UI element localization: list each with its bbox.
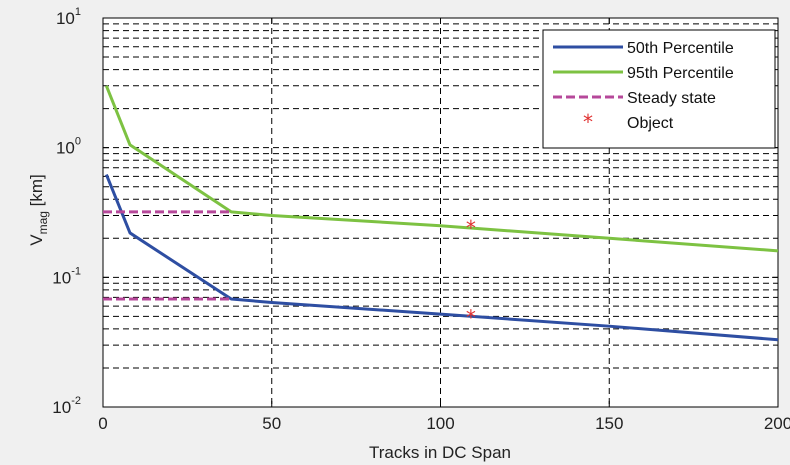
legend-label: 50th Percentile bbox=[627, 40, 734, 57]
axis-ticks: 0 50 100 150 200 10-2 10-1 100 101 bbox=[52, 6, 790, 433]
legend: 50th Percentile 95th Percentile Steady sta… bbox=[542, 29, 776, 149]
y-tick-label: 101 bbox=[56, 6, 81, 28]
y-tick-label: 100 bbox=[56, 136, 81, 158]
legend-swatch: * bbox=[583, 110, 593, 134]
x-tick-label: 200 bbox=[764, 414, 790, 433]
y-axis-label-unit: [km] bbox=[27, 174, 46, 211]
x-tick-label: 50 bbox=[262, 414, 281, 433]
y-axis-label-main: V bbox=[27, 234, 46, 246]
y-axis-label: Vmag [km] bbox=[27, 174, 50, 246]
y-tick-label: 10-2 bbox=[52, 395, 81, 417]
object-marker: * bbox=[466, 306, 476, 330]
legend-label: 95th Percentile bbox=[627, 65, 734, 82]
legend-label: Object bbox=[627, 115, 674, 132]
series-line bbox=[104, 85, 779, 253]
object-marker: * bbox=[466, 216, 476, 240]
x-tick-label: 150 bbox=[595, 414, 623, 433]
y-axis-label-sub: mag bbox=[36, 211, 50, 234]
series-line bbox=[104, 174, 779, 342]
x-axis-label: Tracks in DC Span bbox=[369, 443, 511, 462]
x-tick-label: 100 bbox=[426, 414, 454, 433]
legend-box bbox=[542, 29, 776, 149]
x-tick-label: 0 bbox=[98, 414, 107, 433]
legend-label: Steady state bbox=[627, 90, 716, 107]
y-tick-label: 10-1 bbox=[52, 265, 81, 287]
series-group: ** bbox=[103, 85, 779, 342]
